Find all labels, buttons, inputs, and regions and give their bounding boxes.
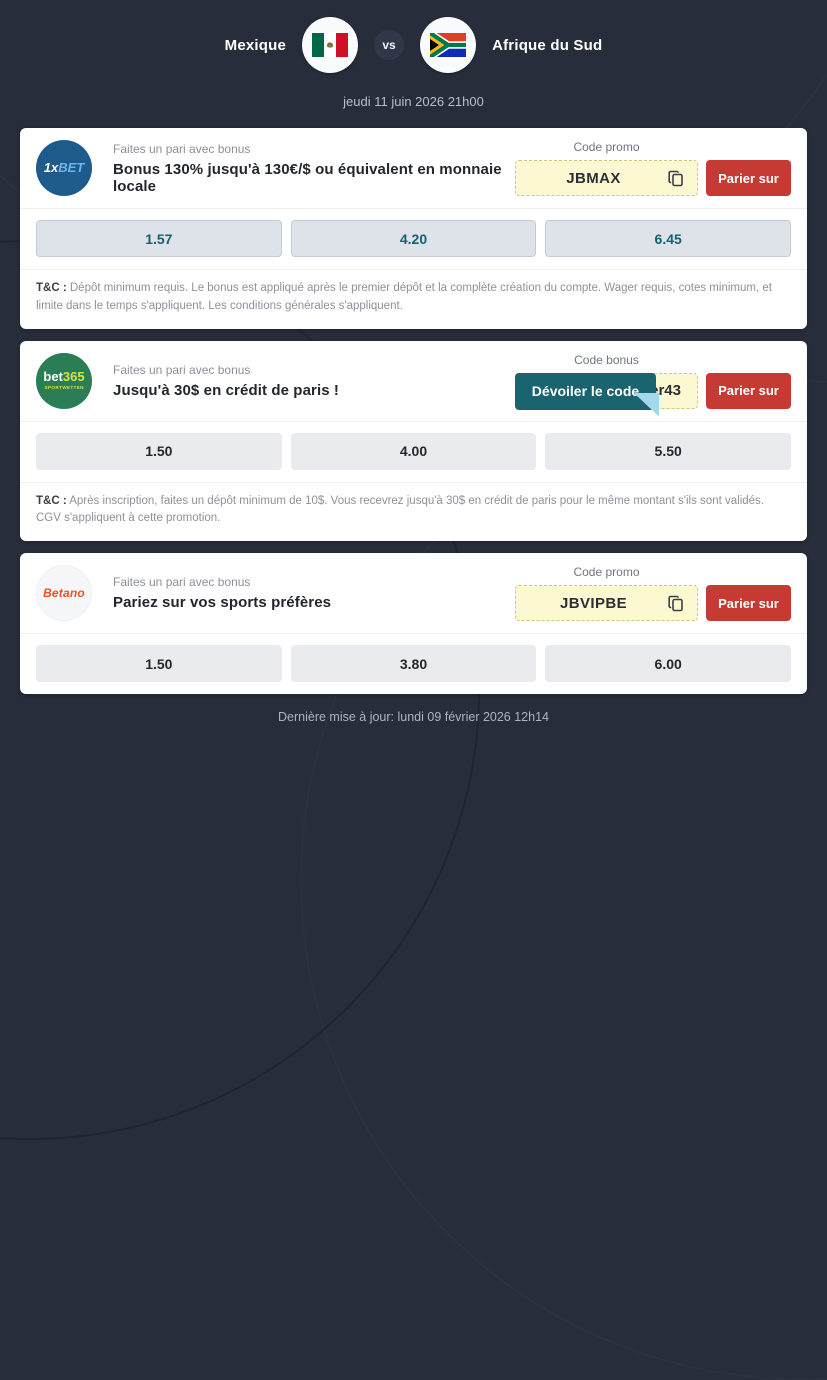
home-flag-circle bbox=[302, 17, 359, 73]
offer-tagline: Faites un pari avec bonus bbox=[113, 575, 251, 590]
card-top: 1xBET Faites un pari avec bonus Bonus 13… bbox=[20, 128, 807, 208]
odds-away[interactable]: 6.00 bbox=[545, 645, 792, 683]
offer-headline: Pariez sur vos sports préfères bbox=[113, 594, 332, 612]
offer-block: Faites un pari avec bonus Jusqu'à 30$ en… bbox=[92, 363, 515, 399]
match-datetime: jeudi 11 juin 2026 21h00 bbox=[343, 94, 484, 109]
terms-and-conditions: T&C : Après inscription, faites un dépôt… bbox=[20, 481, 807, 542]
promo-code-value: JBMAX bbox=[566, 169, 621, 187]
betting-odds-page: Mexique vs bbox=[0, 0, 827, 725]
away-team-name: Afrique du Sud bbox=[492, 36, 603, 54]
logo-text: 365 bbox=[62, 369, 85, 385]
promo-code-box: er43 Dévoiler le code bbox=[515, 372, 698, 417]
mexico-flag-icon bbox=[312, 33, 349, 57]
logo-text: bet bbox=[43, 369, 63, 385]
betano-logo: Betano bbox=[36, 565, 92, 622]
bookmaker-card-bet365: bet 365 SPORTWETTEN Faites un pari avec b… bbox=[20, 340, 807, 542]
odds-row: 1.57 4.20 6.45 bbox=[20, 208, 807, 269]
reveal-code-button[interactable]: Dévoiler le code bbox=[515, 372, 659, 417]
offer-headline: Bonus 130% jusqu'à 130€/$ ou équivalent … bbox=[113, 160, 502, 195]
odds-home[interactable]: 1.50 bbox=[36, 645, 282, 683]
odds-row: 1.50 4.00 5.50 bbox=[20, 420, 807, 482]
logo-text: BET bbox=[58, 160, 85, 175]
bookmaker-card-betano: Betano Faites un pari avec bonus Pariez … bbox=[20, 553, 807, 695]
logo-text: Betano bbox=[43, 586, 85, 601]
promo-block: Code promo JBMAX Parier sur bbox=[515, 140, 791, 196]
bet-cta-button[interactable]: Parier sur bbox=[706, 160, 791, 196]
promo-col: Code bonus er43 Dévoiler le code bbox=[515, 352, 698, 417]
1xbet-logo: 1xBET bbox=[36, 140, 92, 196]
promo-code-value: JBVIPBE bbox=[560, 594, 627, 612]
offer-block: Faites un pari avec bonus Pariez sur vos… bbox=[92, 575, 515, 611]
offer-tagline: Faites un pari avec bonus bbox=[113, 362, 251, 377]
odds-away[interactable]: 6.45 bbox=[545, 220, 792, 257]
tc-label: T&C : bbox=[36, 282, 67, 294]
card-top: bet 365 SPORTWETTEN Faites un pari avec b… bbox=[20, 341, 807, 421]
odds-row: 1.50 3.80 6.00 bbox=[20, 633, 807, 694]
promo-block: Code bonus er43 Dévoiler le code Parier … bbox=[515, 352, 791, 417]
last-update-note: Dernière mise à jour: lundi 09 février 2… bbox=[278, 710, 549, 725]
vs-badge: vs bbox=[374, 30, 405, 60]
offer-block: Faites un pari avec bonus Bonus 130% jus… bbox=[92, 142, 515, 195]
promo-col: Code promo JBVIPBE bbox=[515, 565, 698, 622]
copy-icon[interactable] bbox=[668, 170, 684, 192]
copy-icon[interactable] bbox=[668, 595, 684, 617]
bookmaker-card-1xbet: 1xBET Faites un pari avec bonus Bonus 13… bbox=[20, 128, 807, 329]
reveal-code-label: Dévoiler le code bbox=[531, 383, 640, 400]
offer-headline: Jusqu'à 30$ en crédit de paris ! bbox=[113, 381, 340, 399]
bet-cta-button[interactable]: Parier sur bbox=[706, 585, 791, 622]
tc-text: Après inscription, faites un dépôt minim… bbox=[36, 494, 764, 525]
odds-home[interactable]: 1.57 bbox=[36, 220, 282, 257]
promo-block: Code promo JBVIPBE Parier sur bbox=[515, 565, 791, 622]
logo-text: 1x bbox=[43, 160, 59, 175]
home-team-name: Mexique bbox=[224, 36, 287, 54]
promo-code-box[interactable]: JBMAX bbox=[515, 160, 698, 196]
tc-label: T&C : bbox=[36, 494, 67, 507]
odds-draw[interactable]: 4.00 bbox=[290, 432, 537, 470]
offer-tagline: Faites un pari avec bonus bbox=[113, 141, 251, 156]
card-top: Betano Faites un pari avec bonus Pariez … bbox=[20, 553, 807, 633]
odds-away[interactable]: 5.50 bbox=[545, 432, 792, 470]
promo-code-label: Code bonus bbox=[574, 352, 639, 367]
bet365-logo: bet 365 SPORTWETTEN bbox=[36, 352, 92, 409]
south-africa-flag-icon bbox=[430, 33, 467, 57]
promo-code-box[interactable]: JBVIPBE bbox=[515, 585, 698, 622]
promo-code-label: Code promo bbox=[573, 140, 640, 154]
promo-code-label: Code promo bbox=[573, 565, 640, 580]
odds-draw[interactable]: 3.80 bbox=[290, 645, 537, 683]
terms-and-conditions: T&C : Dépôt minimum requis. Le bonus est… bbox=[20, 269, 807, 329]
match-row: Mexique vs bbox=[0, 17, 827, 73]
match-header: Mexique vs bbox=[0, 0, 827, 109]
bookmaker-cards: 1xBET Faites un pari avec bonus Bonus 13… bbox=[20, 128, 807, 695]
odds-draw[interactable]: 4.20 bbox=[290, 220, 537, 257]
promo-col: Code promo JBMAX bbox=[515, 140, 698, 196]
tc-text: Dépôt minimum requis. Le bonus est appli… bbox=[36, 282, 772, 312]
odds-home[interactable]: 1.50 bbox=[36, 432, 282, 470]
away-flag-circle bbox=[420, 17, 477, 73]
bet-cta-button[interactable]: Parier sur bbox=[706, 372, 791, 409]
logo-subtext: SPORTWETTEN bbox=[44, 385, 84, 391]
